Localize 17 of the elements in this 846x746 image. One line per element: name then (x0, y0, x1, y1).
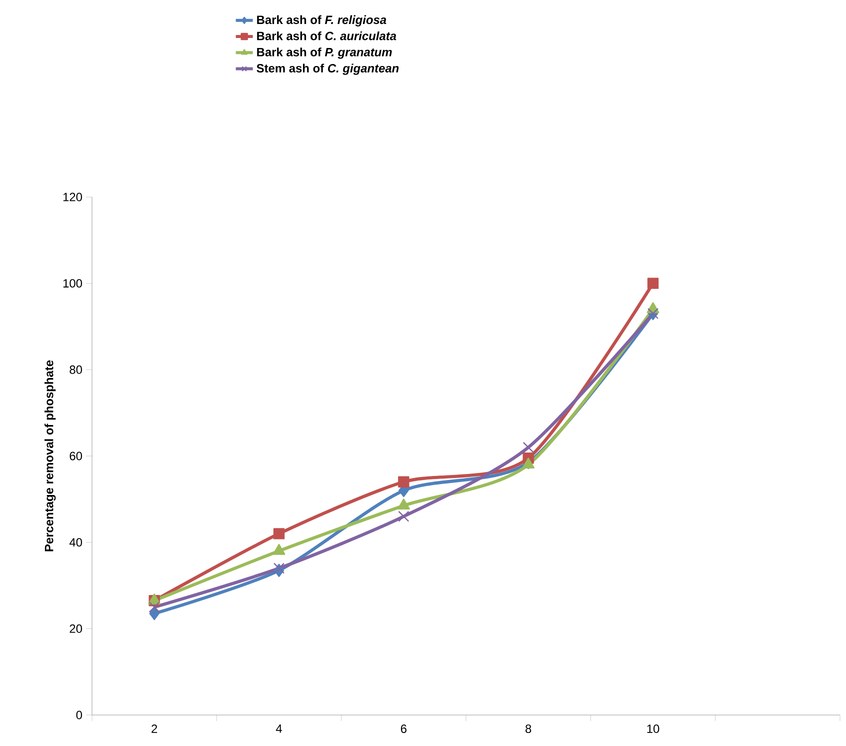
y-tick-label: 60 (70, 452, 82, 460)
x-tick-label: 6 (400, 724, 406, 733)
y-tick-label: 20 (70, 624, 82, 633)
y-tick-label: 80 (70, 365, 82, 374)
x-tick-label: 10 (647, 724, 660, 733)
legend-label: Bark ash of F. religiosa (257, 15, 386, 26)
y-tick-label: 40 (69, 538, 82, 547)
x-tick-label: 4 (276, 724, 282, 733)
x-tick-label: 8 (526, 724, 532, 733)
y-tick-label: 0 (76, 710, 82, 720)
x-tick-label: 2 (152, 724, 158, 733)
legend-label: Bark ash of C. auriculata (257, 31, 396, 40)
y-tick-label: 100 (63, 279, 82, 288)
y-tick-label: 120 (63, 192, 82, 202)
legend-label: Bark ash of P. granatum (257, 48, 392, 59)
y-axis-title: Percentage removal of phosphate (44, 360, 56, 552)
legend-label: Stem ash of C. gigantean (256, 64, 399, 75)
